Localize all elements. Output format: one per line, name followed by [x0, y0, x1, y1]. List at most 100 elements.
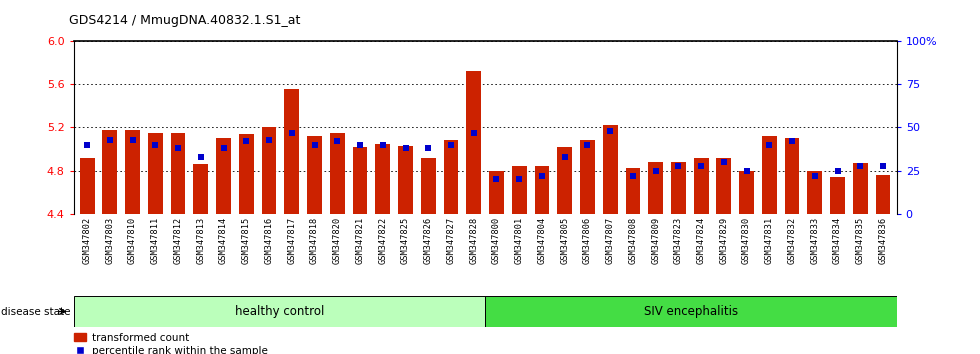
Bar [716, 158, 731, 214]
Bar [307, 136, 322, 214]
Point [603, 128, 618, 134]
Point [784, 138, 800, 144]
Point [579, 142, 595, 148]
Text: healthy control: healthy control [234, 305, 324, 318]
Text: GSM347807: GSM347807 [606, 217, 614, 264]
Point [79, 142, 95, 148]
Text: GDS4214 / MmugDNA.40832.1.S1_at: GDS4214 / MmugDNA.40832.1.S1_at [69, 14, 300, 27]
Point [807, 173, 822, 179]
Bar [762, 136, 777, 214]
Text: GSM347825: GSM347825 [401, 217, 410, 264]
Bar [853, 163, 867, 214]
Text: GSM347827: GSM347827 [447, 217, 456, 264]
Bar [79, 158, 94, 214]
Text: GSM347833: GSM347833 [810, 217, 819, 264]
Point [443, 142, 459, 148]
Point [148, 142, 164, 148]
Bar [694, 158, 709, 214]
Point [739, 168, 755, 173]
Point [102, 137, 118, 142]
Text: GSM347820: GSM347820 [333, 217, 342, 264]
Point [761, 142, 777, 148]
Bar [489, 171, 504, 214]
Bar [239, 134, 254, 214]
Text: GSM347813: GSM347813 [196, 217, 206, 264]
Point [216, 145, 231, 151]
Bar [625, 167, 640, 214]
Bar [830, 177, 845, 214]
Text: GSM347811: GSM347811 [151, 217, 160, 264]
Point [557, 154, 572, 160]
Point [329, 138, 345, 144]
Point [853, 163, 868, 169]
Text: GSM347806: GSM347806 [583, 217, 592, 264]
Bar [808, 171, 822, 214]
Point [670, 163, 686, 169]
Bar [148, 133, 163, 214]
Text: GSM347809: GSM347809 [651, 217, 661, 264]
Bar [375, 144, 390, 214]
Text: GSM347814: GSM347814 [220, 217, 228, 264]
Text: GSM347822: GSM347822 [378, 217, 387, 264]
Text: GSM347816: GSM347816 [265, 217, 273, 264]
Bar [466, 71, 481, 214]
Text: GSM347805: GSM347805 [561, 217, 569, 264]
Point [307, 142, 322, 148]
Text: GSM347829: GSM347829 [719, 217, 728, 264]
Text: GSM347830: GSM347830 [742, 217, 751, 264]
Bar [558, 147, 572, 214]
Bar [648, 162, 663, 214]
Point [466, 130, 481, 136]
Point [489, 177, 505, 182]
Text: GSM347802: GSM347802 [82, 217, 92, 264]
Text: GSM347836: GSM347836 [878, 217, 888, 264]
Point [420, 145, 436, 151]
Text: GSM347835: GSM347835 [856, 217, 864, 264]
Bar [284, 90, 299, 214]
Text: GSM347808: GSM347808 [628, 217, 637, 264]
Point [625, 173, 641, 179]
Point [238, 138, 254, 144]
Text: GSM347824: GSM347824 [697, 217, 706, 264]
Text: GSM347834: GSM347834 [833, 217, 842, 264]
Text: GSM347815: GSM347815 [242, 217, 251, 264]
Bar [398, 146, 413, 214]
Point [284, 130, 300, 136]
Text: GSM347826: GSM347826 [423, 217, 433, 264]
Text: GSM347823: GSM347823 [674, 217, 683, 264]
Bar [671, 162, 686, 214]
Bar [512, 166, 526, 214]
Text: GSM347828: GSM347828 [469, 217, 478, 264]
Bar [876, 175, 891, 214]
Bar [125, 130, 140, 214]
Bar [74, 296, 485, 327]
Point [512, 177, 527, 182]
Point [124, 137, 140, 142]
Bar [444, 141, 459, 214]
Bar [262, 127, 276, 214]
Bar [785, 138, 800, 214]
Bar [420, 158, 436, 214]
Text: GSM347812: GSM347812 [173, 217, 182, 264]
Text: GSM347800: GSM347800 [492, 217, 501, 264]
Point [398, 145, 414, 151]
Bar [603, 125, 617, 214]
Text: GSM347821: GSM347821 [356, 217, 365, 264]
Point [648, 168, 663, 173]
Bar [534, 166, 550, 214]
Point [693, 163, 709, 169]
Bar [193, 164, 208, 214]
Bar [580, 141, 595, 214]
Point [352, 142, 368, 148]
Bar [330, 133, 345, 214]
Text: GSM347832: GSM347832 [788, 217, 797, 264]
Text: SIV encephalitis: SIV encephalitis [644, 305, 738, 318]
Point [830, 168, 846, 173]
Point [193, 154, 209, 160]
Point [262, 137, 277, 142]
Point [375, 142, 391, 148]
Text: disease state: disease state [1, 307, 71, 316]
Text: GSM347810: GSM347810 [128, 217, 137, 264]
Bar [739, 171, 754, 214]
Text: GSM347818: GSM347818 [310, 217, 319, 264]
